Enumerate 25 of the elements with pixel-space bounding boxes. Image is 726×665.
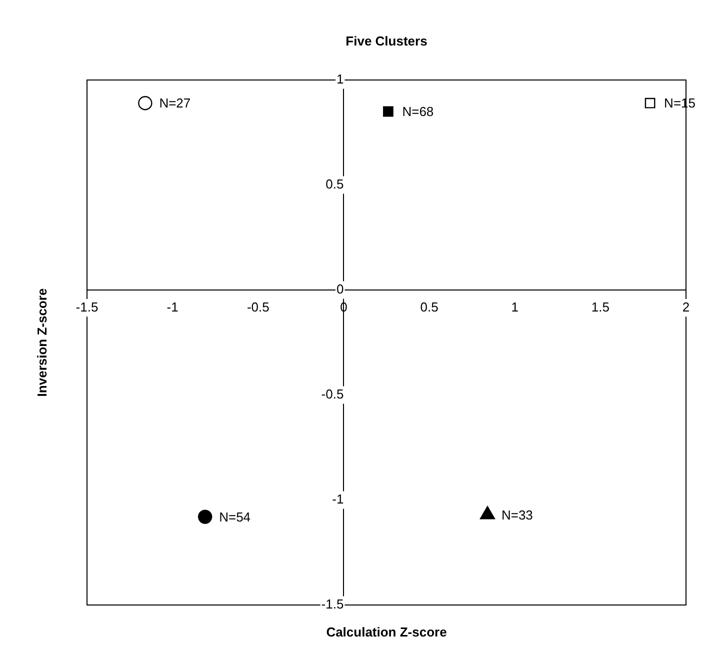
x-tick-label: 1 xyxy=(511,299,518,314)
x-tick-label: 1.5 xyxy=(591,299,610,314)
y-tick-label: 1 xyxy=(336,72,344,87)
y-axis-title: Inversion Z-score xyxy=(34,288,50,397)
x-tick-label: -0.5 xyxy=(246,299,270,314)
chart-title: Five Clusters xyxy=(346,34,428,49)
x-tick-label: -1 xyxy=(166,299,178,314)
y-tick-label: 0.5 xyxy=(326,176,344,192)
x-tick-label: 2 xyxy=(682,299,690,314)
point xyxy=(198,510,212,524)
point xyxy=(383,106,394,117)
annotation: N=33 xyxy=(501,507,533,522)
point xyxy=(644,98,656,108)
point xyxy=(480,506,496,520)
y-tick-label: -1.5 xyxy=(321,596,344,612)
y-tick-label: -1 xyxy=(332,492,344,507)
annotation: N=68 xyxy=(402,104,434,120)
x-tick-label: 0.5 xyxy=(420,299,438,314)
annotation: N=54 xyxy=(219,509,251,524)
x-tick-label: -1.5 xyxy=(76,299,98,314)
annotation: N=27 xyxy=(159,96,191,111)
point xyxy=(138,96,152,110)
x-axis-title: Calculation Z-score xyxy=(326,624,447,640)
y-tick-label: -0.5 xyxy=(321,386,344,402)
y-tick-label: 0 xyxy=(336,282,344,297)
